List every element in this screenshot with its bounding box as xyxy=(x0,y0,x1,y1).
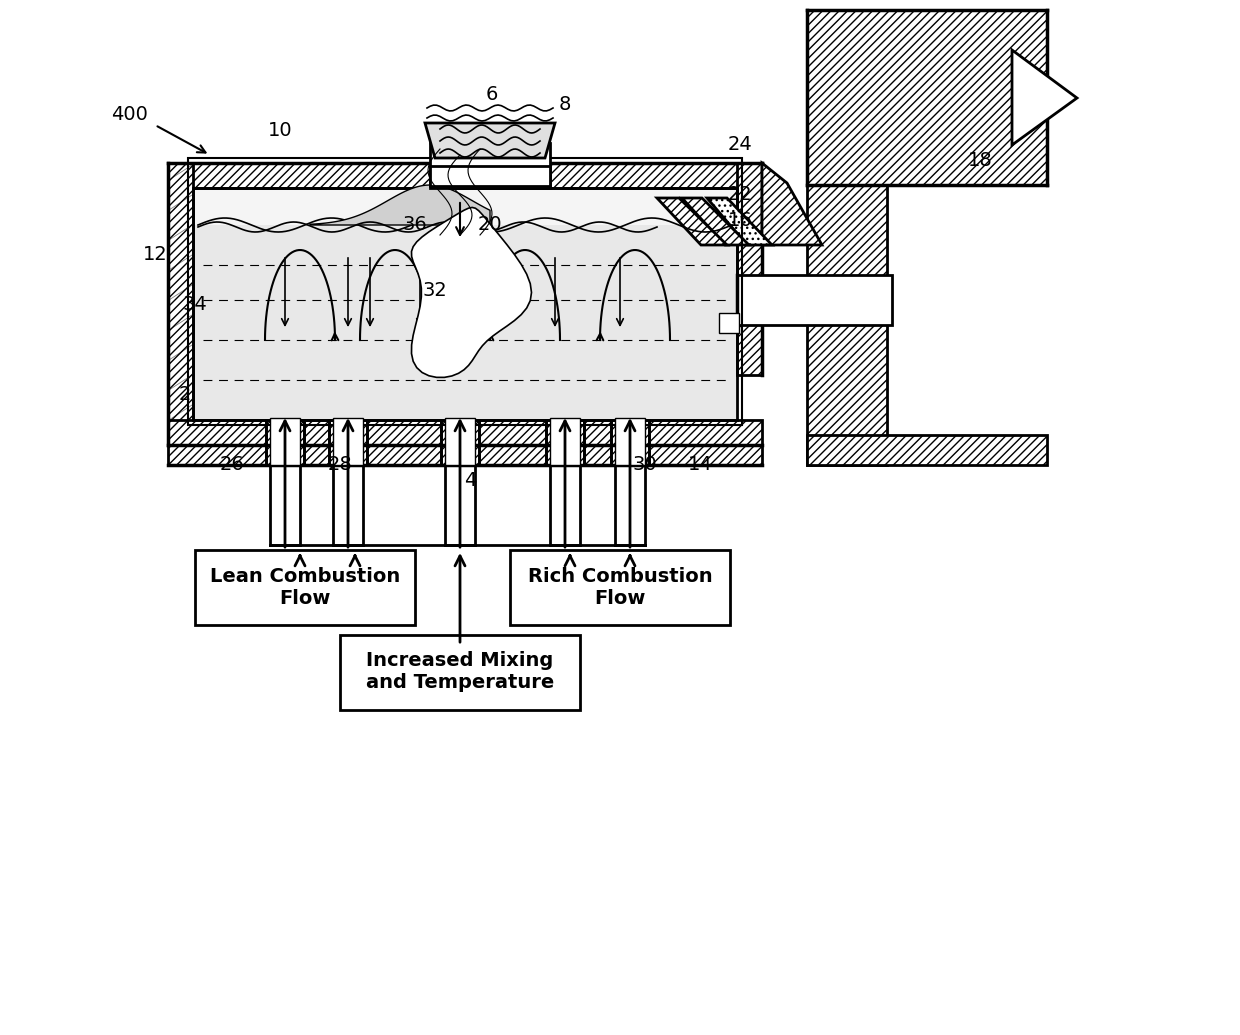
Bar xyxy=(195,550,415,625)
Text: 2: 2 xyxy=(179,385,191,405)
Polygon shape xyxy=(707,198,773,245)
Bar xyxy=(167,445,763,465)
Text: 30: 30 xyxy=(632,455,657,474)
Text: 26: 26 xyxy=(219,455,244,474)
Bar xyxy=(193,188,737,225)
Text: 24: 24 xyxy=(728,136,753,154)
Text: 4: 4 xyxy=(464,471,476,490)
Polygon shape xyxy=(412,207,532,378)
Bar xyxy=(719,313,739,333)
Bar xyxy=(737,162,763,375)
Polygon shape xyxy=(763,162,822,245)
Text: 8: 8 xyxy=(559,95,572,115)
Text: 36: 36 xyxy=(403,215,428,235)
Bar xyxy=(329,420,367,465)
Polygon shape xyxy=(310,185,490,225)
Bar xyxy=(615,418,645,465)
Bar xyxy=(551,418,580,465)
Text: 34: 34 xyxy=(182,296,207,315)
Bar xyxy=(193,225,737,420)
Bar xyxy=(430,143,551,188)
Bar xyxy=(340,635,580,710)
Bar xyxy=(167,162,193,445)
Bar xyxy=(807,185,887,465)
Bar xyxy=(807,435,1047,465)
Text: 6: 6 xyxy=(486,86,498,105)
Text: 22: 22 xyxy=(728,185,753,205)
Polygon shape xyxy=(682,198,749,245)
Text: Rich Combustion
Flow: Rich Combustion Flow xyxy=(528,566,712,608)
Text: 14: 14 xyxy=(688,455,712,474)
Bar xyxy=(445,418,475,465)
Bar xyxy=(737,275,892,325)
Text: 400: 400 xyxy=(112,106,149,124)
Text: 16: 16 xyxy=(728,210,753,230)
Bar xyxy=(270,418,300,465)
Text: Lean Combustion
Flow: Lean Combustion Flow xyxy=(210,566,401,608)
Text: 18: 18 xyxy=(967,150,992,170)
Bar xyxy=(611,420,649,465)
Text: 28: 28 xyxy=(327,455,352,474)
Bar xyxy=(167,420,763,445)
Bar xyxy=(510,550,730,625)
Bar xyxy=(807,10,1047,185)
Polygon shape xyxy=(1012,50,1078,145)
Text: 20: 20 xyxy=(477,215,502,235)
Bar xyxy=(334,418,363,465)
Polygon shape xyxy=(425,123,556,158)
Text: 12: 12 xyxy=(143,245,167,265)
Bar xyxy=(441,420,479,465)
Bar xyxy=(430,166,551,186)
Bar xyxy=(188,158,742,425)
Bar xyxy=(546,420,584,465)
Polygon shape xyxy=(657,198,727,245)
Bar xyxy=(167,162,763,188)
Text: 32: 32 xyxy=(423,280,448,299)
Text: Increased Mixing
and Temperature: Increased Mixing and Temperature xyxy=(366,651,554,692)
Bar xyxy=(267,420,304,465)
Text: 10: 10 xyxy=(268,120,293,140)
